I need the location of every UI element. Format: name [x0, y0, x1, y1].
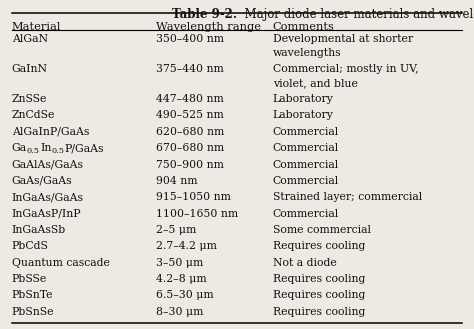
Text: Major diode laser materials and wavelengths: Major diode laser materials and waveleng…: [237, 8, 474, 21]
Text: Commercial: Commercial: [273, 176, 339, 186]
Text: 8–30 μm: 8–30 μm: [156, 307, 204, 317]
Text: 4.2–8 μm: 4.2–8 μm: [156, 274, 207, 284]
Text: Commercial: Commercial: [273, 127, 339, 137]
Text: 670–680 nm: 670–680 nm: [156, 143, 225, 153]
Text: Laboratory: Laboratory: [273, 111, 333, 120]
Text: Commercial; mostly in UV,: Commercial; mostly in UV,: [273, 64, 418, 74]
Text: Material: Material: [12, 22, 61, 32]
Text: 447–480 nm: 447–480 nm: [156, 94, 224, 104]
Text: Commercial: Commercial: [273, 143, 339, 153]
Text: Requires cooling: Requires cooling: [273, 241, 365, 251]
Text: 6.5–30 μm: 6.5–30 μm: [156, 291, 214, 300]
Text: 915–1050 nm: 915–1050 nm: [156, 192, 231, 202]
Text: GaAs/GaAs: GaAs/GaAs: [12, 176, 73, 186]
Text: 750–900 nm: 750–900 nm: [156, 160, 224, 169]
Text: Ga: Ga: [12, 143, 27, 153]
Text: Laboratory: Laboratory: [273, 94, 333, 104]
Text: ZnSSe: ZnSSe: [12, 94, 47, 104]
Text: 1100–1650 nm: 1100–1650 nm: [156, 209, 238, 219]
Text: Not a diode: Not a diode: [273, 258, 336, 268]
Text: 350–400 nm: 350–400 nm: [156, 34, 224, 44]
Text: GaAlAs/GaAs: GaAlAs/GaAs: [12, 160, 84, 169]
Text: Comments: Comments: [273, 22, 335, 32]
Text: 904 nm: 904 nm: [156, 176, 198, 186]
Text: Quantum cascade: Quantum cascade: [12, 258, 109, 268]
Text: 3–50 μm: 3–50 μm: [156, 258, 204, 268]
Text: Requires cooling: Requires cooling: [273, 307, 365, 317]
Text: Table 9-2.: Table 9-2.: [172, 8, 237, 21]
Text: In: In: [40, 143, 51, 153]
Text: Developmental at shorter: Developmental at shorter: [273, 34, 413, 44]
Text: PbSnTe: PbSnTe: [12, 291, 54, 300]
Text: Requires cooling: Requires cooling: [273, 274, 365, 284]
Text: ZnCdSe: ZnCdSe: [12, 111, 55, 120]
Text: Wavelength range: Wavelength range: [156, 22, 262, 32]
Text: 375–440 nm: 375–440 nm: [156, 64, 224, 74]
Text: AlGaN: AlGaN: [12, 34, 48, 44]
Text: Strained layer; commercial: Strained layer; commercial: [273, 192, 422, 202]
Text: 2.7–4.2 μm: 2.7–4.2 μm: [156, 241, 217, 251]
Text: AlGaInP/GaAs: AlGaInP/GaAs: [12, 127, 89, 137]
Text: 0.5: 0.5: [51, 147, 64, 155]
Text: Some commercial: Some commercial: [273, 225, 371, 235]
Text: 620–680 nm: 620–680 nm: [156, 127, 225, 137]
Text: GaInN: GaInN: [12, 64, 48, 74]
Text: P/GaAs: P/GaAs: [64, 143, 104, 153]
Text: PbSnSe: PbSnSe: [12, 307, 55, 317]
Text: 2–5 μm: 2–5 μm: [156, 225, 197, 235]
Text: 0.5: 0.5: [27, 147, 40, 155]
Text: Commercial: Commercial: [273, 160, 339, 169]
Text: Commercial: Commercial: [273, 209, 339, 219]
Text: wavelengths: wavelengths: [273, 48, 341, 58]
Text: violet, and blue: violet, and blue: [273, 78, 357, 88]
Text: 490–525 nm: 490–525 nm: [156, 111, 224, 120]
Text: InGaAsP/InP: InGaAsP/InP: [12, 209, 82, 219]
Text: InGaAs/GaAs: InGaAs/GaAs: [12, 192, 84, 202]
Text: PbSSe: PbSSe: [12, 274, 47, 284]
Text: PbCdS: PbCdS: [12, 241, 49, 251]
Text: Requires cooling: Requires cooling: [273, 291, 365, 300]
Text: InGaAsSb: InGaAsSb: [12, 225, 66, 235]
